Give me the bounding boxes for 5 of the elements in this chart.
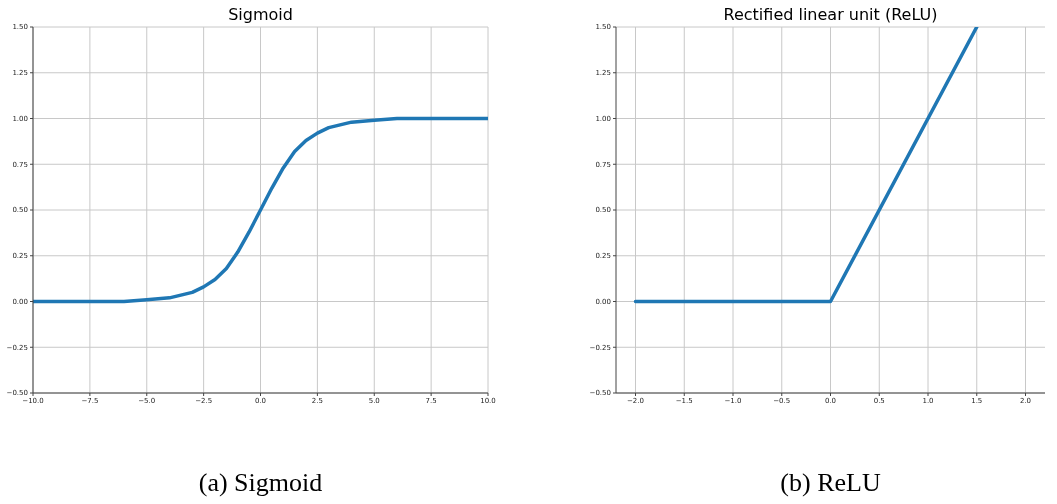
text: (a) Sigmoid bbox=[197, 468, 324, 498]
line-series bbox=[33, 116, 488, 304]
text: (b) ReLU bbox=[779, 468, 882, 498]
chart-title: Sigmoid bbox=[227, 5, 294, 24]
chart-title: Rectified linear unit (ReLU) bbox=[722, 5, 939, 24]
